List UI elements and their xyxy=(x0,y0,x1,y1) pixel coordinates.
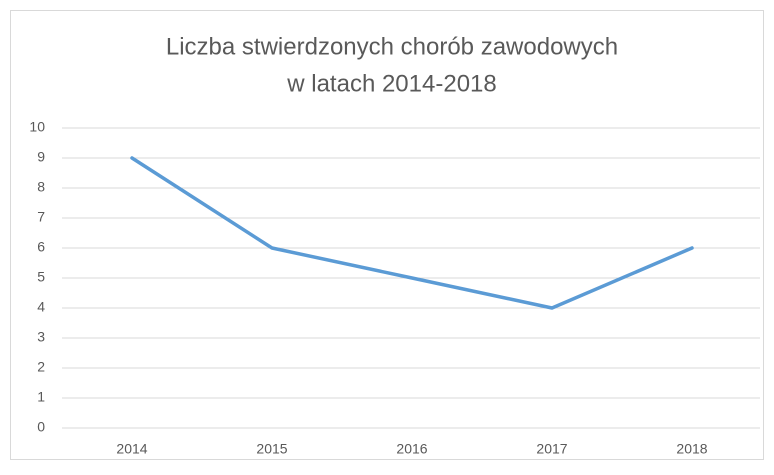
chart-title: Liczba stwierdzonych chorób zawodowych xyxy=(166,33,618,60)
chart-border xyxy=(10,10,764,460)
y-tick-label: 10 xyxy=(29,119,45,135)
data-line xyxy=(130,156,694,310)
y-tick-label: 7 xyxy=(37,209,45,225)
x-tick-label: 2018 xyxy=(676,441,707,457)
y-tick-label: 8 xyxy=(37,179,45,195)
y-tick-label: 3 xyxy=(37,329,45,345)
x-tick-label: 2015 xyxy=(256,441,287,457)
y-tick-label: 0 xyxy=(37,419,45,435)
x-tick-label: 2016 xyxy=(396,441,427,457)
x-tick-label: 2014 xyxy=(116,441,147,457)
y-tick-label: 2 xyxy=(37,359,45,375)
y-tick-label: 6 xyxy=(37,239,45,255)
y-tick-label: 4 xyxy=(37,299,45,315)
y-tick-label: 1 xyxy=(37,389,45,405)
y-tick-label: 5 xyxy=(37,269,45,285)
chart-title: w latach 2014-2018 xyxy=(286,70,496,97)
y-tick-label: 9 xyxy=(37,149,45,165)
x-tick-label: 2017 xyxy=(536,441,567,457)
